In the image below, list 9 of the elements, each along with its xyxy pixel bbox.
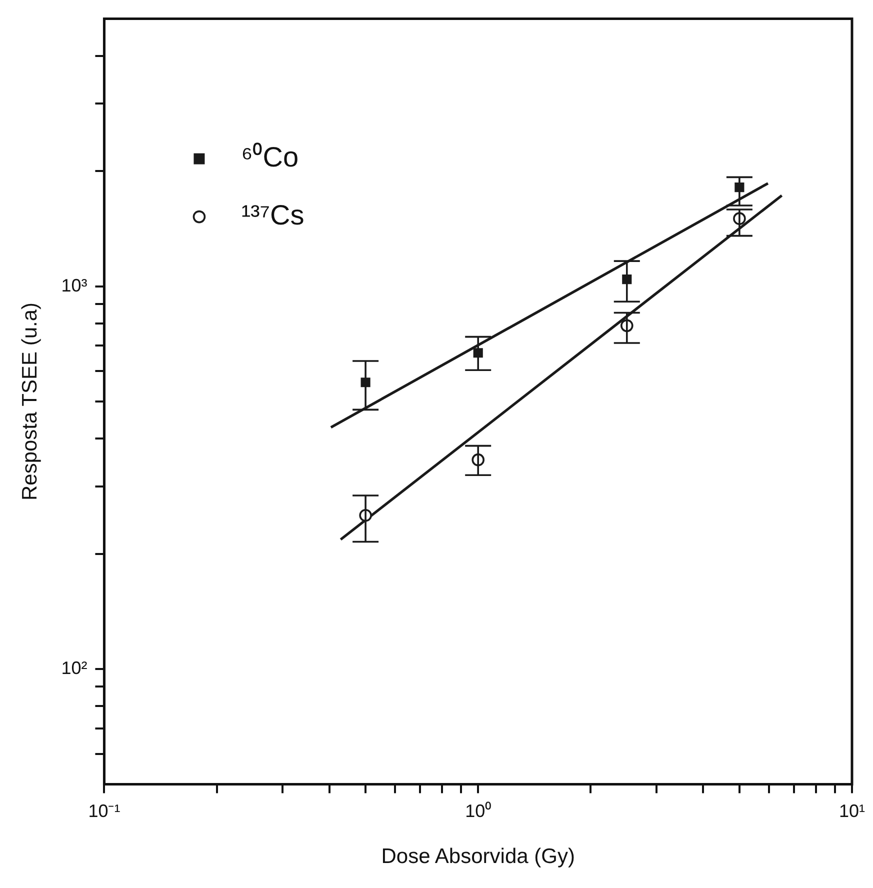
x-tick-label: 10⁻¹ (88, 800, 120, 821)
x-tick-label: 10⁰ (465, 800, 492, 821)
x-tick-label: 10¹ (838, 800, 866, 821)
y-axis-title: Resposta TSEE (u.a) (18, 302, 42, 501)
x-axis-title: Dose Absorvida (Gy) (381, 845, 575, 868)
y-tick-label: 10³ (61, 275, 88, 296)
y-tick-label: 10² (61, 658, 88, 678)
legend-label: ⁶⁰Co (241, 142, 299, 173)
legend-label: ¹³⁷Cs (241, 200, 304, 231)
